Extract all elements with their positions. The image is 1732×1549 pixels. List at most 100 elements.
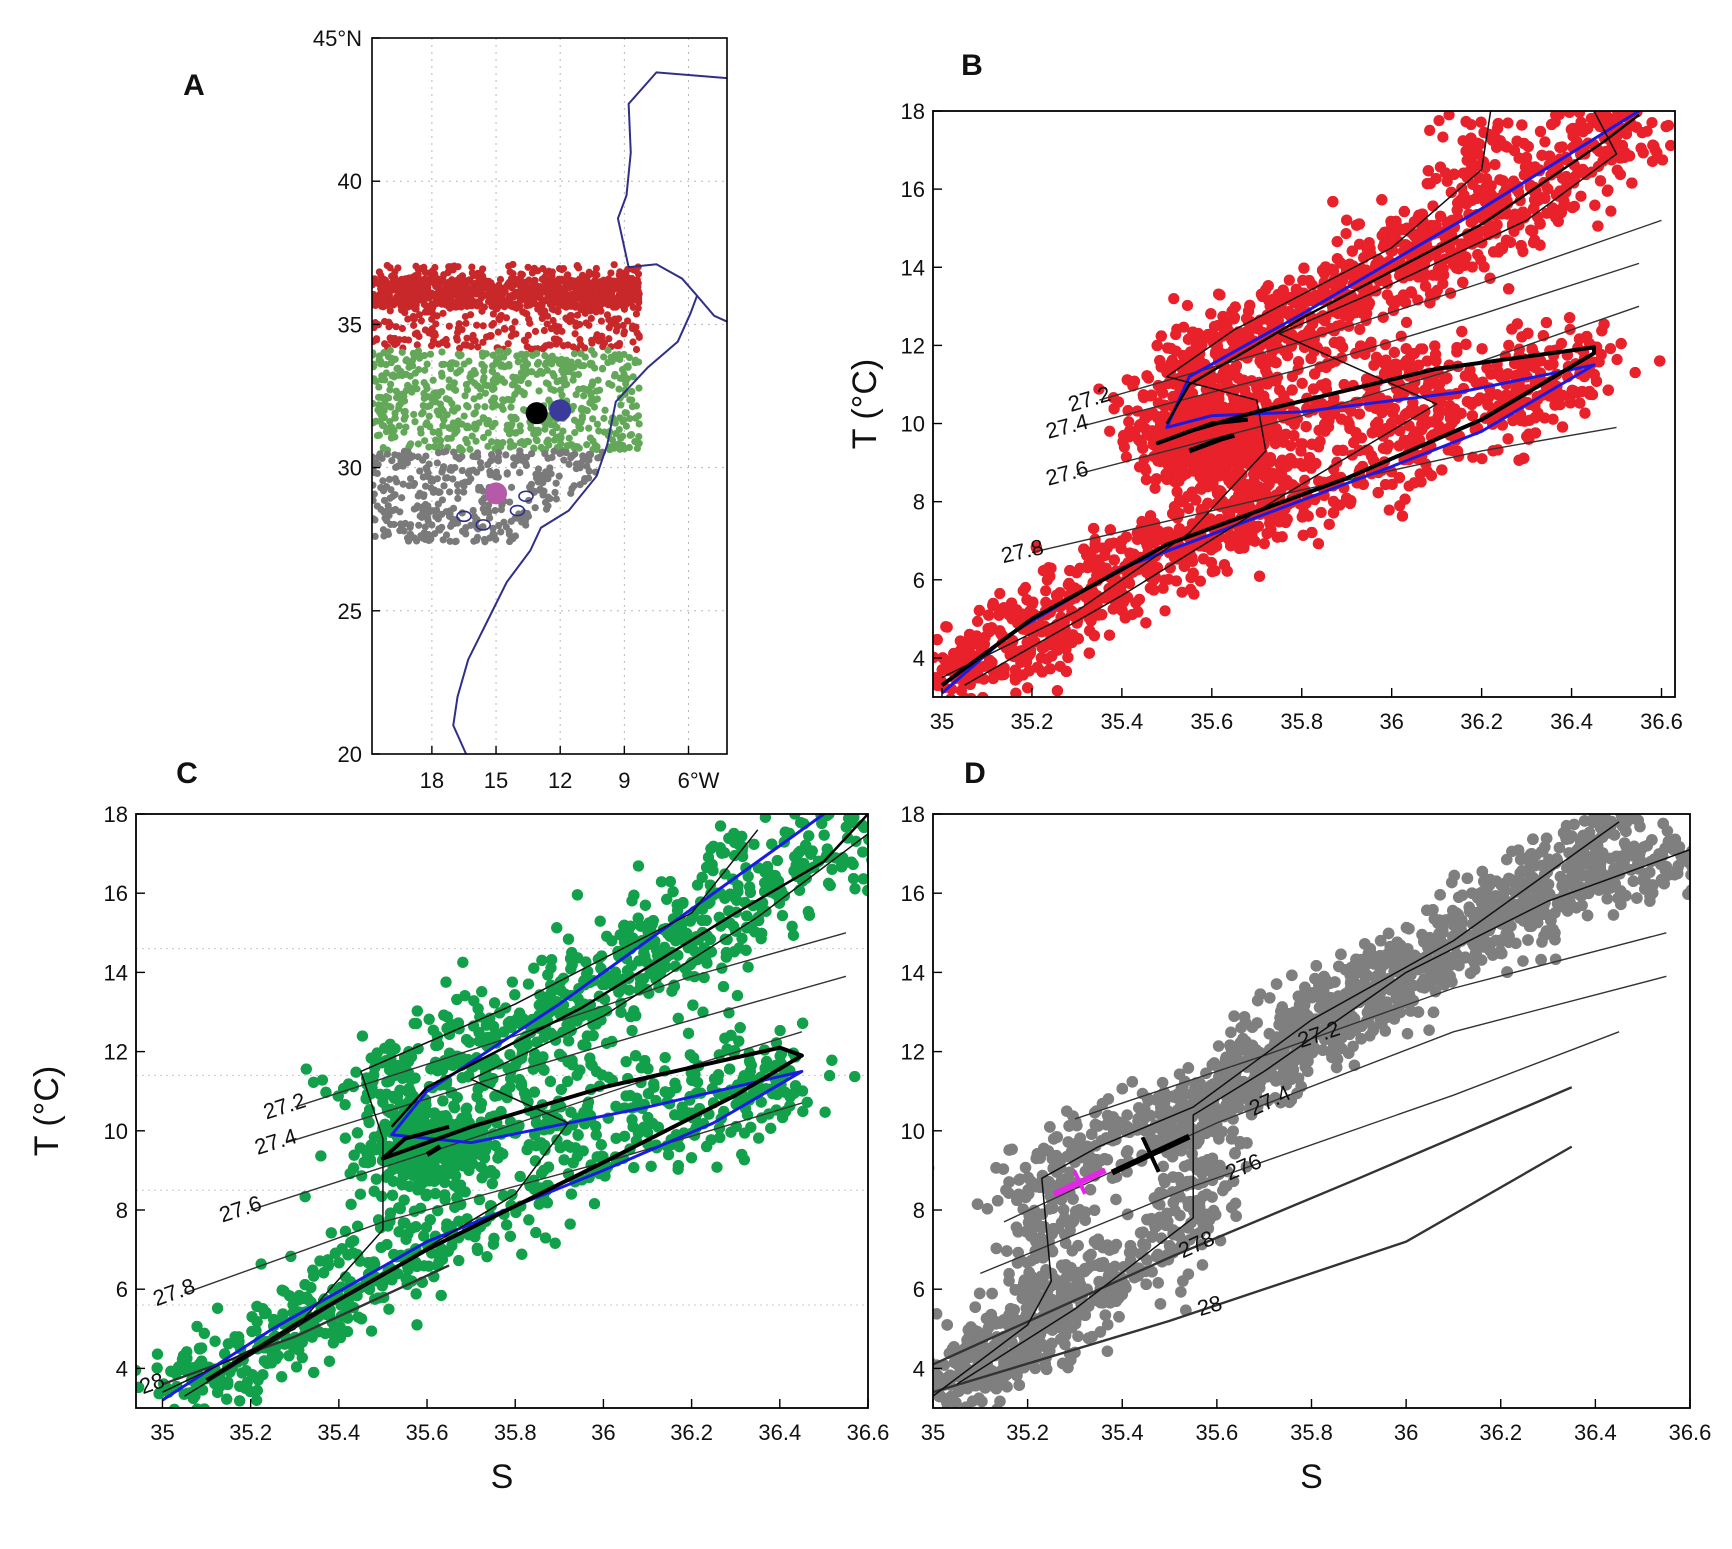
map-station-dot xyxy=(398,494,406,502)
map-station-dot xyxy=(548,428,557,437)
map-station-dot xyxy=(570,416,579,424)
map-station-dot xyxy=(509,330,517,338)
map-station-dot xyxy=(441,294,449,302)
map-station-dot xyxy=(436,400,445,408)
map-station-dot xyxy=(551,488,559,497)
map-station-dot xyxy=(423,286,432,294)
map-station-dot xyxy=(490,531,498,539)
map-station-dot xyxy=(634,304,642,312)
scatter-point xyxy=(1286,370,1298,383)
map-station-dot xyxy=(623,284,631,292)
map-station-dot xyxy=(473,536,481,544)
map-station-dot xyxy=(577,425,585,433)
map-station-dot xyxy=(412,305,420,313)
map-station-dot xyxy=(446,466,454,474)
map-station-dot xyxy=(456,291,464,300)
map-station-dot xyxy=(454,417,462,425)
map-station-dot xyxy=(372,349,377,357)
map-station-dot xyxy=(513,352,521,360)
scatter-point xyxy=(1040,585,1052,597)
map-station-dot xyxy=(532,435,540,444)
map-station-dot xyxy=(432,320,440,328)
map-station-dot xyxy=(534,358,543,367)
scatter-point xyxy=(1575,190,1587,202)
map-station-dot xyxy=(411,378,419,387)
map-station-dot xyxy=(388,457,396,465)
map-station-dot xyxy=(582,276,591,285)
map-station-dot xyxy=(432,294,440,302)
map-station-dot xyxy=(472,424,480,432)
map-station-dot xyxy=(453,369,461,377)
map-station-dot xyxy=(411,418,419,426)
map-station-dot xyxy=(391,451,399,459)
map-ytick-label: 25 xyxy=(338,599,362,624)
map-station-dot xyxy=(626,414,634,423)
map-station-dot xyxy=(429,376,437,384)
scatter-point xyxy=(1168,293,1180,305)
map-station-dot xyxy=(521,356,529,364)
map-station-dot xyxy=(634,283,642,291)
map-station-dot xyxy=(392,323,400,331)
map-station-dot xyxy=(479,338,487,346)
map-station-dot xyxy=(604,346,612,354)
map-station-dot xyxy=(505,362,513,370)
map-station-dot xyxy=(454,487,462,496)
map-station-dot xyxy=(452,386,460,394)
map-station-dot xyxy=(398,348,406,356)
scatter-point xyxy=(1159,605,1171,617)
scatter-point xyxy=(1664,139,1675,152)
map-station-dot xyxy=(393,478,401,486)
map-station-dot xyxy=(617,281,625,289)
map-station-dot xyxy=(606,293,614,301)
map-station-dot xyxy=(550,295,558,303)
map-station-dot xyxy=(454,263,462,271)
map-station-dot xyxy=(479,322,487,330)
map-station-dot xyxy=(591,396,599,404)
map-station-dot xyxy=(388,272,396,280)
map-station-dot xyxy=(388,281,396,289)
map-station-dot xyxy=(572,322,580,330)
map-station-dot xyxy=(458,300,467,308)
map-station-dot xyxy=(450,379,458,387)
map-station-dot xyxy=(406,475,415,483)
map-station-dot xyxy=(428,304,437,312)
map-station-dot xyxy=(611,370,619,379)
map-station-dot xyxy=(538,275,546,283)
map-station-dot xyxy=(480,373,488,382)
map-station-dot xyxy=(396,508,404,516)
map-station-dot xyxy=(474,343,482,351)
map-station-dot xyxy=(435,488,443,496)
map-station-dot xyxy=(443,474,451,482)
map-station-dot xyxy=(562,380,571,388)
map-station-dot xyxy=(577,418,585,426)
map-station-dot xyxy=(507,413,515,421)
map-station-dot xyxy=(463,401,471,410)
map-station-dot xyxy=(514,358,522,366)
map-station-dot xyxy=(543,312,552,320)
map-station-dot xyxy=(550,306,558,314)
map-station-dot xyxy=(418,410,426,418)
map-station-dot xyxy=(434,449,443,457)
map-station-dot xyxy=(554,276,562,284)
map-station-dot xyxy=(600,428,608,436)
map-station-dot xyxy=(624,317,632,325)
map-station-dot xyxy=(480,363,488,371)
map-station-dot xyxy=(422,382,430,390)
map-station-dot xyxy=(479,414,487,422)
map-station-dot xyxy=(475,486,483,494)
scatter-point xyxy=(1140,474,1152,486)
map-station-dot xyxy=(616,374,624,382)
map-station-dot xyxy=(556,450,564,458)
map-station-dot xyxy=(605,324,613,332)
map-station-dot xyxy=(635,420,643,428)
map-station-dot xyxy=(387,380,395,388)
map-station-dot xyxy=(412,537,421,545)
map-station-dot xyxy=(476,459,485,467)
map-station-dot xyxy=(587,314,595,323)
map-station-dot xyxy=(562,448,570,457)
map-station-dot xyxy=(412,262,420,270)
map-station-dot xyxy=(629,322,637,330)
map-station-dot xyxy=(422,452,430,460)
map-station-dot xyxy=(511,318,519,326)
map-station-dot xyxy=(407,440,415,448)
